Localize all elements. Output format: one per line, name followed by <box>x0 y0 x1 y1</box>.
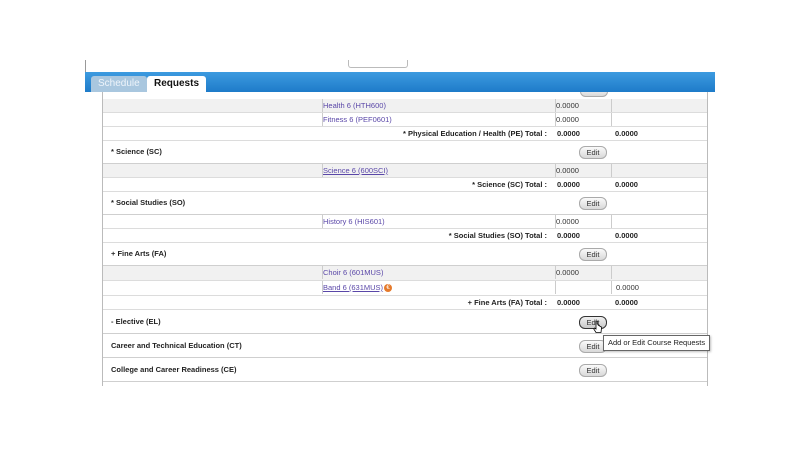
total-value: 0.0000 <box>557 129 580 138</box>
drop-request-icon[interactable]: € <box>384 284 393 293</box>
credit-value <box>611 215 676 228</box>
section-header-ccr: College and Career Readiness (CE) Edit <box>103 359 707 382</box>
edit-button[interactable]: Edit <box>579 248 607 261</box>
credit-value: 0.0000 <box>555 99 612 112</box>
credit-value: 0.0000 <box>611 281 676 294</box>
total-value: 0.0000 <box>557 231 580 240</box>
edit-button[interactable]: Edit <box>579 146 607 159</box>
table-row: Choir 6 (601MUS) 0.0000 <box>103 266 707 281</box>
course-link[interactable]: Fitness 6 (PEF0601) <box>322 113 553 126</box>
section-title: + Fine Arts (FA) <box>111 249 167 258</box>
section-header-fine-arts: + Fine Arts (FA) Edit <box>103 243 707 266</box>
credit-value <box>611 266 676 279</box>
course-link[interactable]: Choir 6 (601MUS) <box>322 266 553 279</box>
course-link-band[interactable]: Band 6 (631MUS) € <box>322 281 553 294</box>
edit-button-partial[interactable] <box>580 92 608 97</box>
credit-value: 0.0000 <box>555 215 612 228</box>
table-row: Band 6 (631MUS) € 0.0000 <box>103 281 707 296</box>
app-frame: Schedule Requests Health 6 (HTH600) 0.00… <box>85 60 716 386</box>
credit-value: 0.0000 <box>555 113 612 126</box>
total-value: 0.0000 <box>615 231 638 240</box>
edit-button[interactable]: Edit <box>579 364 607 377</box>
section-header-social-studies: * Social Studies (SO) Edit <box>103 192 707 215</box>
edit-button[interactable]: Edit <box>579 197 607 210</box>
course-link[interactable]: History 6 (HIS601) <box>322 215 553 228</box>
section-header-science: * Science (SC) Edit <box>103 141 707 164</box>
section-title: Career and Technical Education (CT) <box>111 341 242 350</box>
section-header-elective: - Elective (EL) Edit <box>103 311 707 334</box>
course-link[interactable]: Science 6 (600SCI) <box>322 164 553 177</box>
credit-value <box>611 99 676 112</box>
table-row: Science 6 (600SCI) 0.0000 <box>103 164 707 178</box>
credit-value <box>611 113 676 126</box>
credit-value <box>611 164 676 177</box>
total-label: + Fine Arts (FA) Total : <box>467 298 547 307</box>
frame-header <box>85 60 716 72</box>
total-label: * Physical Education / Health (PE) Total… <box>402 129 547 138</box>
total-row: + Fine Arts (FA) Total : 0.0000 0.0000 <box>103 296 707 310</box>
section-header-cte: Career and Technical Education (CT) Edit <box>103 335 707 358</box>
total-label: * Social Studies (SO) Total : <box>448 231 547 240</box>
credit-value <box>555 281 612 294</box>
tab-bar: Schedule Requests <box>85 72 715 92</box>
credit-value: 0.0000 <box>555 164 612 177</box>
total-row: * Science (SC) Total : 0.0000 0.0000 <box>103 178 707 192</box>
tab-schedule[interactable]: Schedule <box>91 76 147 92</box>
section-title: - Elective (EL) <box>111 317 161 326</box>
course-link-label[interactable]: Band 6 (631MUS) <box>323 283 384 292</box>
course-link[interactable]: Health 6 (HTH600) <box>322 99 553 112</box>
edit-tooltip: Add or Edit Course Requests <box>603 335 711 351</box>
total-label: * Science (SC) Total : <box>472 180 547 189</box>
section-title: * Science (SC) <box>111 147 162 156</box>
total-value: 0.0000 <box>615 180 638 189</box>
top-control[interactable] <box>348 60 408 68</box>
total-row: * Physical Education / Health (PE) Total… <box>103 127 707 141</box>
total-value: 0.0000 <box>615 129 638 138</box>
total-row: * Social Studies (SO) Total : 0.0000 0.0… <box>103 229 707 243</box>
credit-value: 0.0000 <box>555 266 612 279</box>
total-value: 0.0000 <box>615 298 638 307</box>
table-row: Fitness 6 (PEF0601) 0.0000 <box>103 113 707 127</box>
mouse-pointer-icon <box>593 320 602 333</box>
total-value: 0.0000 <box>557 298 580 307</box>
tab-requests[interactable]: Requests <box>147 76 207 92</box>
table-row: Health 6 (HTH600) 0.0000 <box>103 99 707 113</box>
section-title: * Social Studies (SO) <box>111 198 186 207</box>
section-title: College and Career Readiness (CE) <box>111 365 237 374</box>
table-row: History 6 (HIS601) 0.0000 <box>103 215 707 229</box>
total-value: 0.0000 <box>557 180 580 189</box>
